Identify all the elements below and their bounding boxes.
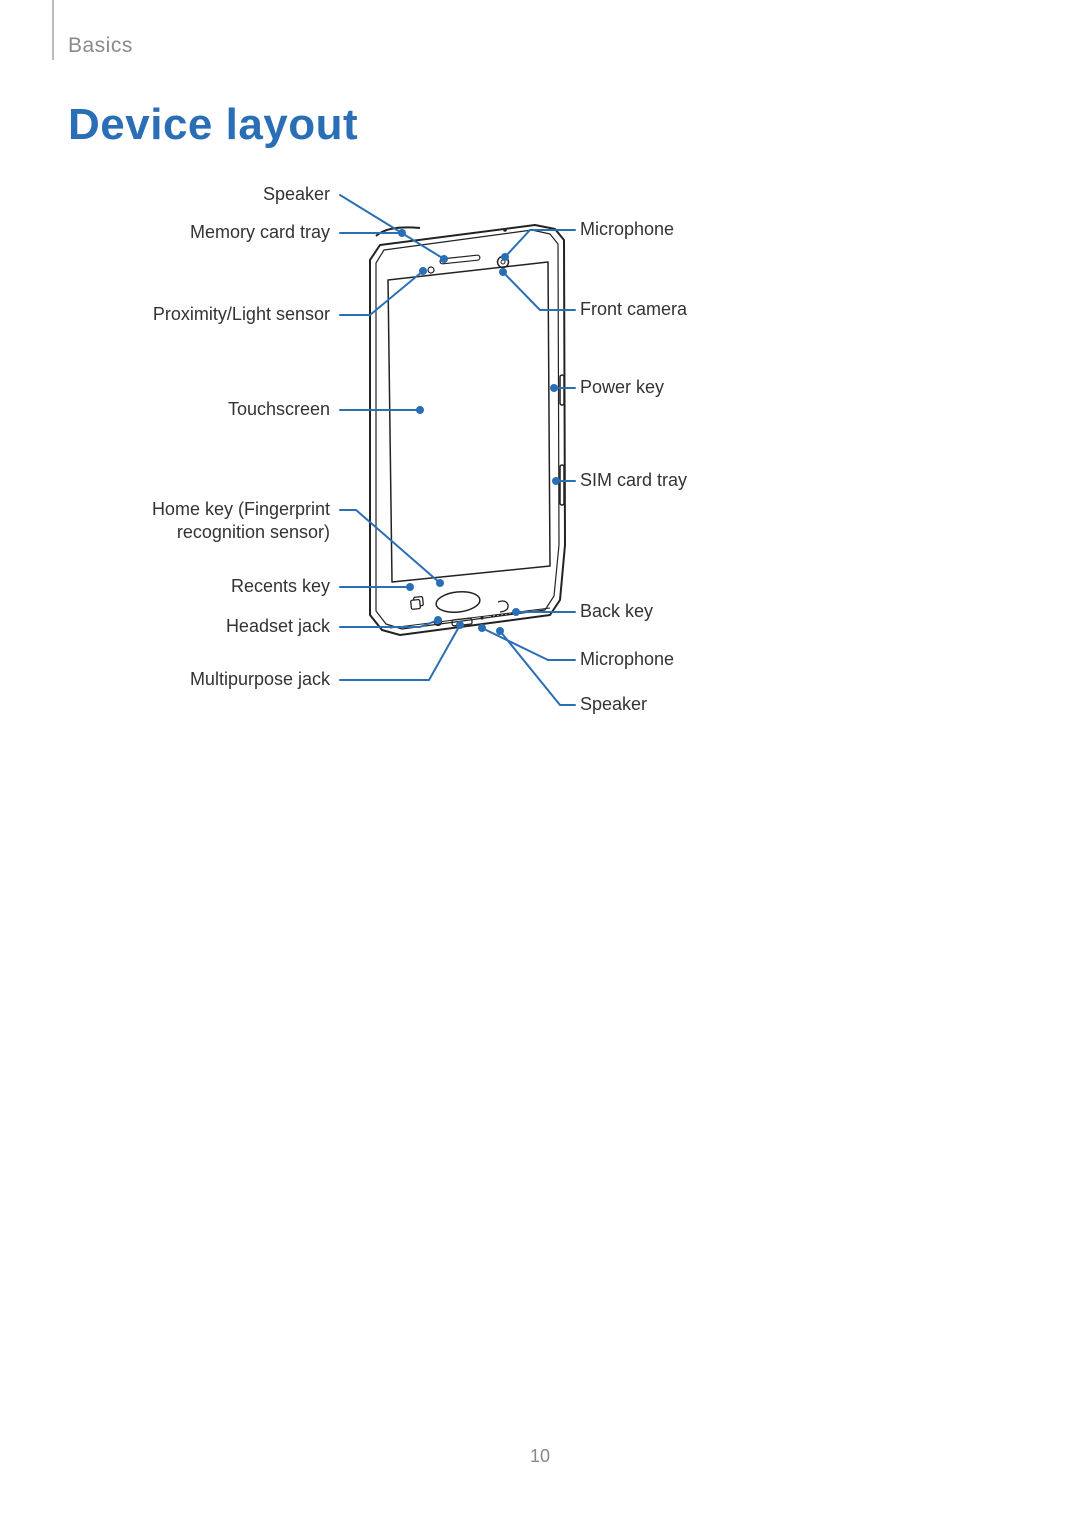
callout-proximity_light: Proximity/Light sensor [153, 303, 330, 326]
callout-home_key: Home key (Fingerprint recognition sensor… [152, 498, 330, 543]
callout-sim_card_tray: SIM card tray [580, 469, 687, 492]
diagram-svg [120, 170, 840, 740]
callout-speaker_bot: Speaker [580, 693, 647, 716]
page-title: Device layout [68, 100, 358, 150]
callout-back_key: Back key [580, 600, 653, 623]
callout-front_camera: Front camera [580, 298, 687, 321]
callout-power_key: Power key [580, 376, 664, 399]
callout-microphone_bot: Microphone [580, 648, 674, 671]
callout-recents_key: Recents key [231, 575, 330, 598]
callout-speaker_top: Speaker [263, 183, 330, 206]
callout-microphone_top: Microphone [580, 218, 674, 241]
page-number: 10 [0, 1446, 1080, 1467]
tab-divider [52, 0, 54, 60]
callout-headset_jack: Headset jack [226, 615, 330, 638]
breadcrumb: Basics [68, 34, 133, 58]
device-layout-diagram: Speaker Memory card tray Proximity/Light s… [120, 170, 840, 740]
callout-memory_card_tray: Memory card tray [190, 221, 330, 244]
callout-touchscreen: Touchscreen [228, 398, 330, 421]
callout-multipurpose_jack: Multipurpose jack [190, 668, 330, 691]
